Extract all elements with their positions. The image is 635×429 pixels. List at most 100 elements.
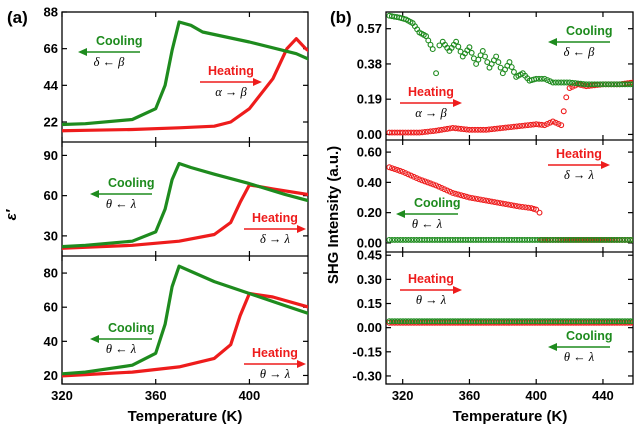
y-tick-label: 0.57 [357,21,382,36]
cooling-point [391,236,398,243]
cooling-arrowhead [78,48,87,56]
y-tick-label: 60 [44,300,58,315]
heating-point [421,129,428,135]
heating-point [522,204,529,211]
cooling-point [586,81,593,88]
heating-point [449,124,456,131]
heating-point [460,193,467,199]
heating-point [463,193,470,200]
cooling-point [630,236,633,243]
cooling-label: Cooling [414,196,461,210]
heating-point [408,129,414,136]
heating-point [522,122,529,129]
cooling-point [402,236,409,243]
heating-point [480,126,487,133]
series-group [386,12,633,136]
heating-point [389,165,395,172]
cooling-point [466,44,473,51]
heating-transition: θ → λ [260,367,291,381]
cooling-label: Cooling [108,176,155,190]
cooling-point [547,78,554,85]
cooling-point [455,43,462,50]
heating-point [502,201,509,208]
cooling-point [541,75,548,82]
heating-point [408,172,414,179]
cooling-point [389,236,396,243]
heating-point [491,199,498,206]
heating-point [447,125,453,132]
cooling-point [588,81,595,88]
y-tick-label: 0.00 [357,127,382,142]
heating-point [399,129,406,136]
heating-point [560,108,567,115]
y-tick-label: 80 [44,266,58,281]
heating-point [569,83,576,90]
heating-point [444,125,451,132]
right-y-axis-title: SHG Intensity (a.u.) [325,146,342,284]
heating-point [410,173,417,180]
y-tick-label: 44 [44,78,59,93]
heating-point [441,186,448,193]
y-tick-label: 0.20 [357,205,382,220]
heating-point [511,202,517,209]
heating-arrowhead [453,99,462,107]
heating-point [472,126,478,133]
cooling-curve [62,20,308,127]
heating-point [419,129,426,136]
heating-point [438,126,445,133]
heating-point [497,125,503,132]
heating-point [421,178,428,185]
heating-point [405,129,412,136]
y-tick-label: 30 [44,228,58,243]
right-x-axis-title: Temperature (K) [453,408,568,425]
heating-point [410,129,417,136]
cooling-label: Cooling [566,24,613,38]
series-group [62,161,308,250]
cooling-point [544,77,551,83]
cooling-point [468,49,475,56]
heating-point [463,126,470,133]
heating-point [455,191,462,198]
heating-point [563,94,570,101]
heating-point [458,192,465,199]
heating-label: Heating [556,147,602,161]
cooling-point [394,318,401,325]
cooling-point [583,81,590,88]
cooling-annotation: Cooling θ ← λ [90,321,155,356]
cooling-point [613,81,620,88]
cooling-transition: δ ← β [94,55,126,69]
cooling-point [627,236,633,243]
subplot-a-2: 20 40 60 80 320 360 400 Cooling θ ← λ Heating θ → … [44,256,308,403]
heating-point [477,126,484,133]
subplot-b-1: 0.00 0.20 0.40 0.60 Heating δ → λ Cooling θ ← λ [357,140,633,252]
series-group [62,20,308,133]
heating-point [516,123,523,130]
cooling-annotation: Cooling δ ← β [548,24,613,59]
heating-point [477,196,484,203]
heating-label: Heating [252,346,298,360]
cooling-point [627,318,633,325]
cooling-point [408,236,415,243]
x-tick-label: 400 [525,388,547,403]
cooling-point [600,81,606,88]
cooling-transition: θ ← λ [106,197,137,211]
cooling-point [397,318,404,325]
cooling-point [558,79,565,86]
cooling-point [495,59,502,66]
heating-point [391,166,398,173]
y-tick-label: 40 [44,334,58,349]
cooling-point [591,81,598,88]
heating-point [494,199,501,206]
heating-point [405,171,412,178]
y-tick-label: 0.38 [357,56,382,71]
cooling-arrowhead [548,38,557,46]
heating-transition: θ → λ [416,293,447,307]
heating-point [530,205,537,212]
panel-label-a: (a) [7,8,28,27]
heating-point [416,129,423,136]
heating-point [552,119,559,126]
heating-point [402,170,409,176]
heating-point [413,129,420,136]
heating-point [413,175,420,182]
heating-point [544,120,551,127]
